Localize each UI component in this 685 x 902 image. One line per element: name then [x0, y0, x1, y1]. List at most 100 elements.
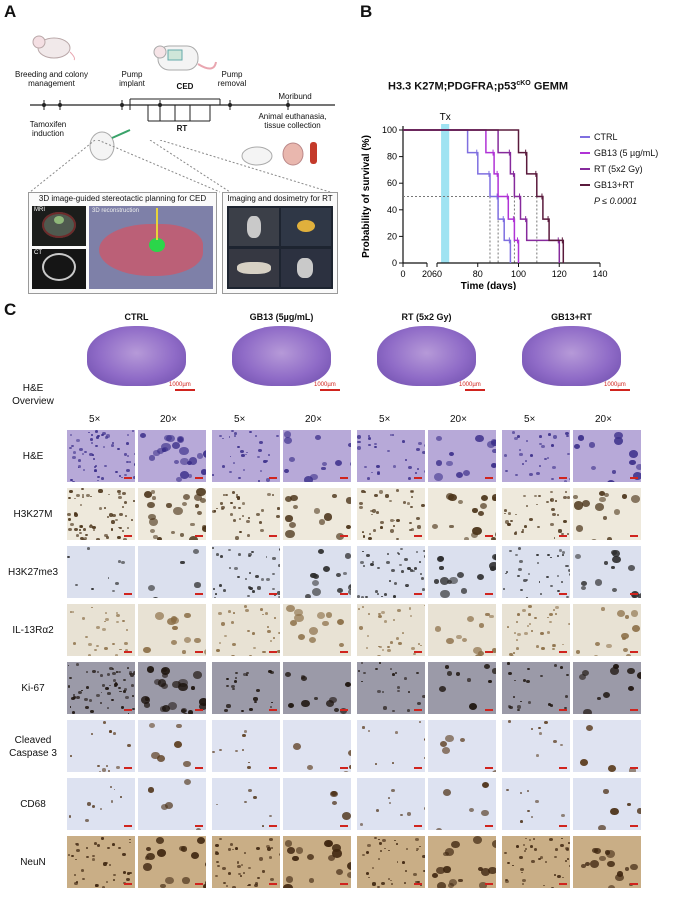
cell-nucleus — [345, 497, 351, 504]
cell-nucleus — [221, 866, 226, 870]
cell-nucleus — [313, 508, 321, 514]
cell-nucleus — [514, 532, 518, 535]
legend-label: GB13+RT — [594, 180, 635, 190]
cell-nucleus — [559, 549, 563, 552]
cell-nucleus — [528, 838, 532, 841]
cell-nucleus — [630, 610, 639, 617]
cell-nucleus — [318, 549, 324, 555]
cell-nucleus — [526, 790, 529, 793]
x-tick-label: 100 — [511, 269, 526, 279]
histology-tile — [283, 836, 351, 888]
cell-nucleus — [285, 530, 295, 539]
cell-nucleus — [72, 455, 76, 459]
cell-nucleus — [245, 673, 249, 676]
cell-nucleus — [421, 503, 425, 507]
cell-nucleus — [415, 837, 420, 842]
cell-nucleus — [190, 686, 196, 690]
cell-nucleus — [476, 574, 484, 581]
cell-nucleus — [519, 855, 523, 859]
cell-nucleus — [598, 824, 606, 830]
cell-nucleus — [397, 553, 400, 556]
cell-nucleus — [510, 655, 515, 656]
cell-nucleus — [610, 808, 619, 816]
cell-nucleus — [372, 867, 375, 869]
column-header: GB13 (5µg/mL) — [249, 312, 314, 322]
cell-nucleus — [411, 496, 414, 499]
cell-nucleus — [275, 514, 280, 519]
label-moribund: Moribund — [278, 92, 312, 101]
tile-scalebar — [414, 651, 422, 653]
chart-title-end: GEMM — [530, 80, 569, 93]
cell-nucleus — [180, 471, 190, 480]
cell-nucleus — [110, 800, 114, 803]
tile-scalebar — [485, 709, 493, 711]
cell-nucleus — [565, 434, 570, 438]
cell-nucleus — [511, 431, 515, 435]
cell-nucleus — [616, 610, 626, 618]
cell-nucleus — [97, 475, 101, 479]
cell-nucleus — [550, 499, 553, 502]
cell-nucleus — [75, 848, 80, 852]
cell-nucleus — [253, 697, 258, 701]
cell-nucleus — [624, 614, 630, 619]
cell-nucleus — [225, 885, 228, 887]
cell-nucleus — [577, 435, 585, 441]
cell-nucleus — [262, 613, 264, 616]
cell-nucleus — [94, 649, 97, 651]
cell-nucleus — [554, 855, 557, 858]
cell-nucleus — [203, 884, 206, 888]
cell-nucleus — [193, 671, 203, 679]
cell-nucleus — [636, 464, 641, 471]
cell-nucleus — [321, 466, 326, 471]
cell-nucleus — [172, 625, 178, 631]
cell-nucleus — [301, 699, 311, 708]
cell-nucleus — [248, 788, 252, 792]
tile-scalebar — [414, 535, 422, 537]
cell-nucleus — [99, 771, 101, 772]
cell-nucleus — [226, 704, 231, 708]
cell-nucleus — [96, 671, 99, 674]
tile-scalebar — [630, 651, 638, 653]
cell-nucleus — [407, 566, 411, 571]
cell-nucleus — [240, 709, 244, 713]
cell-nucleus — [554, 847, 559, 851]
cell-nucleus — [343, 571, 348, 576]
cell-nucleus — [294, 614, 304, 623]
cell-nucleus — [573, 501, 584, 510]
cell-nucleus — [123, 688, 128, 692]
cell-nucleus — [67, 664, 70, 667]
cell-nucleus — [75, 858, 78, 861]
row-label: NeuN — [20, 857, 46, 868]
cell-nucleus — [107, 770, 110, 772]
cell-nucleus — [260, 578, 265, 582]
cell-nucleus — [232, 848, 234, 851]
cell-nucleus — [607, 537, 613, 540]
cell-nucleus — [341, 811, 351, 820]
cell-nucleus — [626, 654, 631, 656]
y-tick-label: 100 — [382, 125, 397, 135]
cell-nucleus — [362, 565, 366, 568]
cell-nucleus — [372, 509, 377, 513]
cell-nucleus — [86, 493, 91, 498]
cell-nucleus — [481, 494, 489, 501]
cell-nucleus — [227, 872, 231, 875]
cell-nucleus — [562, 876, 565, 879]
histology-tile — [212, 488, 280, 540]
tile-scalebar — [195, 593, 203, 595]
cell-nucleus — [73, 881, 78, 886]
cell-nucleus — [391, 883, 394, 886]
cell-nucleus — [103, 646, 108, 650]
cell-nucleus — [416, 701, 421, 705]
cell-nucleus — [310, 473, 318, 481]
cell-nucleus — [569, 573, 570, 576]
cell-nucleus — [489, 614, 494, 619]
tile-scalebar — [340, 477, 348, 479]
cell-nucleus — [535, 754, 539, 757]
cell-nucleus — [332, 849, 343, 858]
tile-scalebar — [414, 825, 422, 827]
cell-nucleus — [413, 872, 417, 876]
cell-nucleus — [119, 690, 122, 693]
cell-nucleus — [196, 452, 204, 459]
cell-nucleus — [147, 787, 155, 793]
ced-planning-title: 3D image-guided stereotactic planning fo… — [38, 194, 207, 203]
